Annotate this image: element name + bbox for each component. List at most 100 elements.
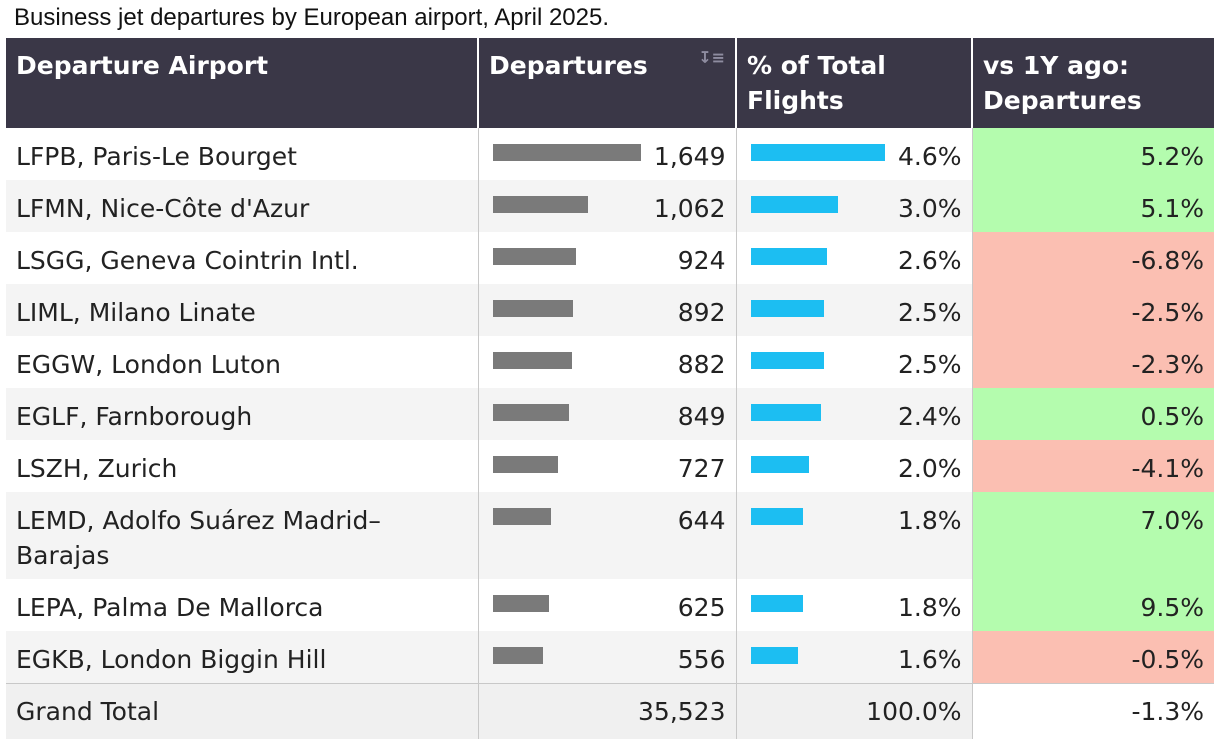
- departures-bar: [492, 595, 549, 612]
- airport-label: EGKB, London Biggin Hill: [16, 645, 327, 674]
- table-row: EGGW, London Luton 882 2.5% -2.3%: [6, 336, 1214, 388]
- yoy-change-cell: -0.5%: [972, 631, 1214, 684]
- departures-cell: 1,649: [478, 128, 737, 180]
- yoy-change-value: 0.5%: [1140, 402, 1204, 431]
- pct-total-bar: [750, 595, 803, 612]
- airport-cell: LEPA, Palma De Mallorca: [6, 579, 479, 631]
- pct-total-value: 2.6%: [897, 246, 962, 275]
- pct-total-value: 1.8%: [897, 506, 962, 535]
- header-vs-1y[interactable]: vs 1Y ago: Departures: [972, 38, 1214, 128]
- departures-value: 625: [677, 593, 726, 622]
- departures-cell: 1,062: [478, 180, 737, 232]
- yoy-change-cell: -2.5%: [972, 284, 1214, 336]
- departures-cell: 727: [478, 440, 737, 492]
- header-row: Departure Airport Departures ↧≡ % of Tota…: [6, 38, 1214, 128]
- pct-total-value: 1.8%: [897, 593, 962, 622]
- airport-cell: LFMN, Nice-Côte d'Azur: [6, 180, 479, 232]
- yoy-change-value: 7.0%: [1140, 506, 1204, 535]
- header-departure-airport[interactable]: Departure Airport: [6, 38, 479, 128]
- departures-bar: [492, 144, 641, 161]
- table-row: LSZH, Zurich 727 2.0% -4.1%: [6, 440, 1214, 492]
- airport-cell: EGGW, London Luton: [6, 336, 479, 388]
- yoy-change-value: -2.5%: [1131, 298, 1204, 327]
- departures-bar: [492, 456, 558, 473]
- departures-bar: [492, 647, 543, 664]
- yoy-change-cell: 0.5%: [972, 388, 1214, 440]
- yoy-change-value: -0.5%: [1131, 645, 1204, 674]
- departures-bar: [492, 352, 572, 369]
- departures-cell: 849: [478, 388, 737, 440]
- airport-cell: EGKB, London Biggin Hill: [6, 631, 479, 684]
- yoy-change-cell: -2.3%: [972, 336, 1214, 388]
- departures-value: 556: [677, 645, 726, 674]
- pct-total-cell: 3.0%: [736, 180, 973, 232]
- departures-table: Departure Airport Departures ↧≡ % of Tota…: [6, 38, 1214, 739]
- airport-label: EGGW, London Luton: [16, 350, 282, 379]
- airport-label: LEPA, Palma De Mallorca: [16, 593, 324, 622]
- pct-total-bar: [750, 248, 827, 265]
- airport-cell: LFPB, Paris-Le Bourget: [6, 128, 479, 180]
- yoy-change-value: -6.8%: [1131, 246, 1204, 275]
- departures-cell: 892: [478, 284, 737, 336]
- total-label-cell: Grand Total: [6, 683, 479, 739]
- total-pct-value: 100.0%: [866, 697, 962, 726]
- header-label: vs 1Y ago: Departures: [983, 51, 1142, 115]
- departures-value: 924: [677, 246, 726, 275]
- pct-total-bar: [750, 456, 809, 473]
- total-departures-cell: 35,523: [478, 683, 737, 739]
- airport-label: LSZH, Zurich: [16, 454, 178, 483]
- header-label: Departure Airport: [16, 51, 269, 80]
- pct-total-bar: [750, 404, 821, 421]
- pct-total-value: 3.0%: [897, 194, 962, 223]
- departures-cell: 556: [478, 631, 737, 684]
- pct-total-cell: 2.4%: [736, 388, 973, 440]
- pct-total-bar: [750, 144, 885, 161]
- departures-value: 644: [677, 506, 726, 535]
- pct-total-cell: 2.0%: [736, 440, 973, 492]
- airport-label: LSGG, Geneva Cointrin Intl.: [16, 246, 359, 275]
- yoy-change-value: 5.2%: [1140, 142, 1204, 171]
- header-pct-total[interactable]: % of Total Flights: [736, 38, 973, 128]
- pct-total-cell: 2.5%: [736, 336, 973, 388]
- total-yoy-cell: -1.3%: [972, 683, 1214, 739]
- departures-value: 727: [677, 454, 726, 483]
- yoy-change-value: 9.5%: [1140, 593, 1204, 622]
- departures-value: 892: [677, 298, 726, 327]
- yoy-change-value: -4.1%: [1131, 454, 1204, 483]
- total-pct-cell: 100.0%: [736, 683, 973, 739]
- airport-cell: EGLF, Farnborough: [6, 388, 479, 440]
- airport-cell: LEMD, Adolfo Suárez Madrid–Barajas: [6, 492, 479, 579]
- header-departures[interactable]: Departures ↧≡: [478, 38, 737, 128]
- yoy-change-cell: -4.1%: [972, 440, 1214, 492]
- pct-total-cell: 2.5%: [736, 284, 973, 336]
- yoy-change-value: -2.3%: [1131, 350, 1204, 379]
- departures-bar: [492, 508, 551, 525]
- pct-total-value: 2.4%: [897, 402, 962, 431]
- airport-cell: LSZH, Zurich: [6, 440, 479, 492]
- table-row: EGLF, Farnborough 849 2.4% 0.5%: [6, 388, 1214, 440]
- pct-total-value: 2.5%: [897, 298, 962, 327]
- departures-value: 1,649: [653, 142, 726, 171]
- yoy-change-cell: 9.5%: [972, 579, 1214, 631]
- departures-bar: [492, 404, 569, 421]
- airport-cell: LSGG, Geneva Cointrin Intl.: [6, 232, 479, 284]
- total-departures-value: 35,523: [638, 697, 726, 726]
- grand-total-row: Grand Total 35,523 100.0% -1.3%: [6, 683, 1214, 739]
- departures-bar: [492, 196, 588, 213]
- yoy-change-cell: 5.2%: [972, 128, 1214, 180]
- pct-total-cell: 4.6%: [736, 128, 973, 180]
- departures-value: 849: [677, 402, 726, 431]
- sort-descending-icon[interactable]: ↧≡: [698, 48, 725, 67]
- airport-cell: LIML, Milano Linate: [6, 284, 479, 336]
- header-label: % of Total Flights: [747, 51, 886, 115]
- pct-total-value: 2.0%: [897, 454, 962, 483]
- departures-value: 1,062: [653, 194, 726, 223]
- total-label: Grand Total: [16, 697, 160, 726]
- pct-total-bar: [750, 647, 798, 664]
- pct-total-cell: 2.6%: [736, 232, 973, 284]
- pct-total-cell: 1.6%: [736, 631, 973, 684]
- table-row: LIML, Milano Linate 892 2.5% -2.5%: [6, 284, 1214, 336]
- table-row: LFPB, Paris-Le Bourget 1,649 4.6% 5.2%: [6, 128, 1214, 180]
- airport-label: LEMD, Adolfo Suárez Madrid–Barajas: [16, 506, 381, 570]
- table-row: LSGG, Geneva Cointrin Intl. 924 2.6% -6.8%: [6, 232, 1214, 284]
